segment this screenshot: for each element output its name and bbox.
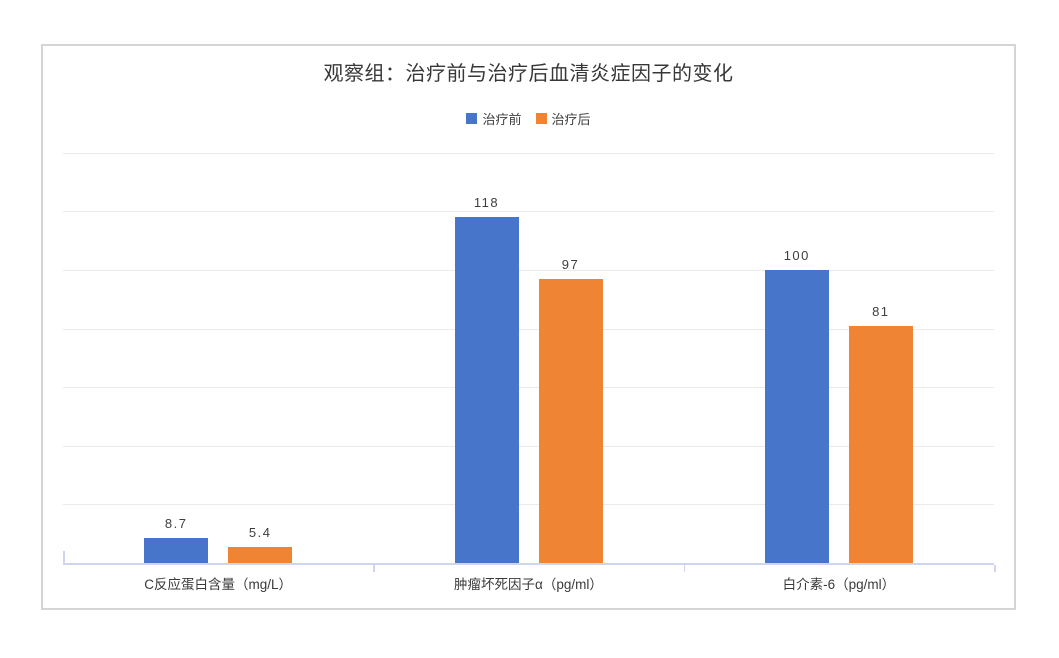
category-label-0: C反应蛋白含量（mg/L） [144,577,293,592]
bar-治疗后-2 [848,325,913,563]
gridline [63,152,994,154]
value-label-治疗前-1: 118 [473,195,500,211]
x-axis-tick [373,565,375,572]
gridline [63,504,994,506]
legend: 治疗前 治疗后 [43,109,1014,128]
bar-治疗前-1 [454,217,519,563]
chart: 观察组：治疗前与治疗后血清炎症因子的变化 治疗前 治疗后 8.7 5.4 C反应蛋白… [41,44,1016,610]
value-label-治疗后-2: 81 [872,303,890,319]
gridline [63,328,994,330]
gridline [63,387,994,389]
legend-item-post-treatment: 治疗后 [535,109,591,128]
value-label-治疗后-1: 97 [561,256,580,272]
legend-label-pre-treatment: 治疗前 [482,112,522,127]
bar-治疗后-1 [538,278,603,563]
x-axis-tick [994,565,996,572]
bar-治疗前-2 [764,270,829,563]
chart-title: 观察组：治疗前与治疗后血清炎症因子的变化 [323,63,734,85]
legend-item-pre-treatment: 治疗前 [466,109,522,128]
plot-area: 8.7 5.4 C反应蛋白含量（mg/L） 118 97 肿瘤坏死因子α（pg/ml） 10… [43,46,1014,608]
x-axis-tick [683,565,686,572]
gridline [63,211,994,213]
category-label-2: 白介素-6（pg/ml） [782,577,896,592]
category-label-1: 肿瘤坏死因子α（pg/ml） [454,577,603,592]
value-label-治疗前-2: 100 [783,248,810,263]
gridline [63,445,994,447]
value-label-治疗后-0: 5.4 [248,525,272,541]
bar-治疗后-0 [228,547,293,563]
legend-swatch-pre-treatment-icon [466,113,478,124]
legend-label-post-treatment: 治疗后 [551,112,591,127]
value-label-治疗前-0: 8.7 [164,515,188,531]
x-axis-tick [63,551,65,563]
bar-治疗前-0 [144,537,209,563]
x-axis-line [63,563,994,565]
gridline [63,270,994,271]
legend-swatch-post-treatment-icon [535,113,547,124]
